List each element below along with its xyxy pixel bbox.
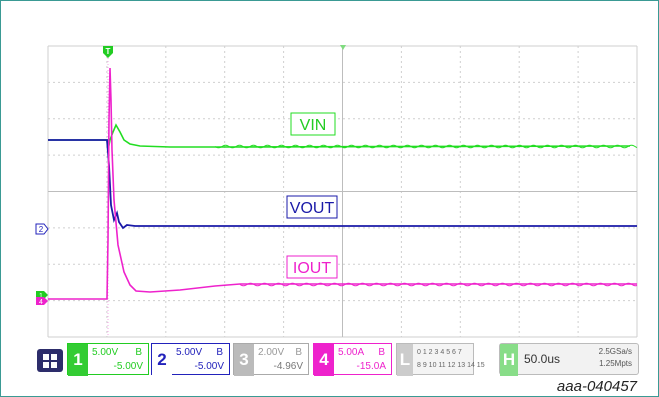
channel-2-coupling: B (216, 347, 223, 358)
ch2-ground-marker-icon (35, 223, 49, 235)
channel-3-number: 3 (234, 344, 254, 376)
channel-3-coupling: B (295, 347, 302, 358)
channel-4-offset: -15.0A (356, 361, 386, 372)
iout-trace-ripple (239, 282, 638, 287)
trigger-label: T (106, 47, 111, 56)
channel-1-number: 1 (68, 344, 88, 376)
ch2-marker-label: 2 (39, 225, 44, 234)
vin-label-box (290, 112, 336, 136)
channel-4-panel[interactable]: 4 5.00A B -15.0A (313, 343, 392, 376)
iout-label-box (286, 255, 338, 279)
menu-grid-icon-cell (51, 362, 57, 368)
channel-1-offset: -5.00V (113, 361, 143, 372)
ch1-marker-label: 1 (39, 293, 43, 300)
menu-grid-button[interactable] (37, 349, 63, 372)
iout-trace (48, 67, 637, 300)
logic-bits-row-2: 8 9 10 11 12 13 14 15 (417, 362, 485, 369)
menu-grid-icon-cell (51, 354, 57, 360)
channel-3-scale: 2.00V (258, 347, 285, 358)
horizontal-letter: H (500, 344, 518, 376)
channel-4-scale: 5.00A (338, 347, 365, 358)
channel-3-offset: -4.96V (273, 361, 303, 372)
vin-label: VIN (300, 117, 327, 134)
channel-1-coupling: B (135, 347, 142, 358)
memory-depth: 1.25Mpts (599, 359, 632, 368)
iout-label: IOUT (293, 260, 331, 277)
channel-4-coupling: B (378, 347, 385, 358)
channel-2-panel[interactable]: 2 5.00V B -5.00V (151, 343, 230, 376)
vin-trace (48, 123, 631, 151)
ch4-marker-label: 4 (39, 299, 43, 306)
channel-2-number: 2 (152, 344, 172, 376)
figure-caption: aaa-040457 (556, 378, 637, 395)
logic-bits-row-1: 0 1 2 3 4 5 6 7 (417, 349, 462, 356)
logic-channels-panel[interactable]: L 0 1 2 3 4 5 6 7 8 9 10 11 12 13 14 15 (396, 343, 485, 376)
menu-grid-icon-cell (43, 362, 49, 368)
timebase-value: 50.0us (524, 352, 561, 366)
vout-label-box (286, 195, 338, 219)
sample-rate: 2.5GSa/s (598, 347, 632, 356)
graticule-grid (47, 45, 638, 338)
logic-letter: L (397, 344, 413, 376)
vout-label: VOUT (290, 200, 335, 217)
channel-1-scale: 5.00V (92, 347, 119, 358)
channel-4-number: 4 (314, 344, 334, 376)
channel-1-panel[interactable]: 1 5.00V B -5.00V (67, 343, 149, 376)
horizontal-panel[interactable]: H 50.0us 2.5GSa/s 1.25Mpts (499, 343, 639, 376)
trigger-level-marker-icon (340, 45, 346, 50)
vin-trace-ripple (214, 144, 638, 149)
menu-grid-icon (43, 354, 49, 360)
ch4-ground-marker-icon (36, 297, 48, 305)
channel-2-offset: -5.00V (194, 361, 224, 372)
channel-3-panel[interactable]: 3 2.00V B -4.96V (233, 343, 309, 376)
channel-2-scale: 5.00V (176, 347, 203, 358)
trigger-marker-icon (103, 46, 113, 58)
